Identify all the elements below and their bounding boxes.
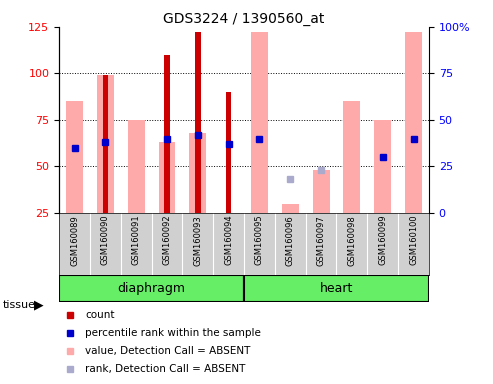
- Bar: [66, 101, 83, 213]
- Bar: [195, 33, 201, 213]
- Text: count: count: [85, 310, 114, 320]
- Text: heart: heart: [320, 282, 353, 295]
- Text: diaphragm: diaphragm: [118, 282, 185, 295]
- FancyBboxPatch shape: [244, 275, 429, 302]
- Bar: [97, 75, 114, 213]
- Bar: [313, 170, 329, 213]
- Text: GSM160095: GSM160095: [255, 215, 264, 265]
- Text: ▶: ▶: [34, 299, 43, 312]
- Text: tissue: tissue: [2, 300, 35, 310]
- Bar: [282, 204, 299, 213]
- Text: GSM160092: GSM160092: [163, 215, 172, 265]
- Text: GSM160093: GSM160093: [193, 215, 202, 266]
- Bar: [103, 75, 108, 213]
- Bar: [344, 101, 360, 213]
- Text: value, Detection Call = ABSENT: value, Detection Call = ABSENT: [85, 346, 250, 356]
- Bar: [128, 120, 144, 213]
- Bar: [405, 33, 422, 213]
- Bar: [226, 92, 231, 213]
- Text: GSM160096: GSM160096: [286, 215, 295, 266]
- Text: GSM160094: GSM160094: [224, 215, 233, 265]
- FancyBboxPatch shape: [59, 275, 244, 302]
- Text: GSM160099: GSM160099: [378, 215, 387, 265]
- Text: percentile rank within the sample: percentile rank within the sample: [85, 328, 261, 338]
- Bar: [164, 55, 170, 213]
- Text: GSM160090: GSM160090: [101, 215, 110, 265]
- Bar: [159, 142, 176, 213]
- Bar: [189, 133, 206, 213]
- Text: GSM160098: GSM160098: [348, 215, 356, 266]
- Text: GSM160091: GSM160091: [132, 215, 141, 265]
- Text: GSM160089: GSM160089: [70, 215, 79, 266]
- Title: GDS3224 / 1390560_at: GDS3224 / 1390560_at: [163, 12, 325, 26]
- Bar: [374, 120, 391, 213]
- Text: GSM160100: GSM160100: [409, 215, 418, 265]
- Bar: [251, 33, 268, 213]
- Text: rank, Detection Call = ABSENT: rank, Detection Call = ABSENT: [85, 364, 246, 374]
- Text: GSM160097: GSM160097: [317, 215, 325, 266]
